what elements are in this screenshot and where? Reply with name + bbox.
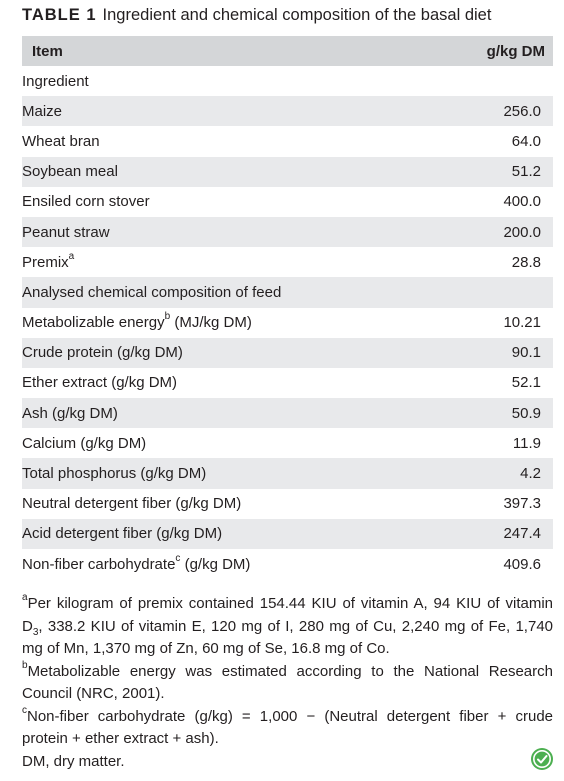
row-name: Premixa <box>22 247 439 277</box>
footnote-b-text: Metabolizable energy was estimated accor… <box>22 662 553 703</box>
table-row: Acid detergent fiber (g/kg DM) 247.4 <box>22 518 553 549</box>
row-name: Metabolizable energyb (MJ/kg DM) <box>22 308 439 338</box>
row-name-unit: (MJ/kg DM) <box>170 314 252 332</box>
table-row: Soybean meal 51.2 <box>22 156 553 187</box>
table-row: Peanut straw 200.0 <box>22 216 553 248</box>
table-row: Non-fiber carbohydratec (g/kg DM) 409.6 <box>22 549 553 579</box>
footnote-a-subscript: 3 <box>32 626 39 638</box>
row-value: 200.0 <box>438 216 553 248</box>
table-title: Ingredient and chemical composition of t… <box>102 6 492 24</box>
section-row-ingredient: Ingredient <box>22 66 553 96</box>
composition-table: Item g/kg DM Ingredient Maize 256.0 Whea… <box>22 36 553 579</box>
row-name: Ensiled corn stover <box>22 193 150 211</box>
row-name: Crude protein (g/kg DM) <box>22 337 439 368</box>
table-row: Neutral detergent fiber (g/kg DM) 397.3 <box>22 489 553 519</box>
footnote-a-text-1: Per kilogram of premix contained 154.44 … <box>22 595 553 635</box>
row-name: Soybean meal <box>22 156 439 187</box>
row-name: Total phosphorus (g/kg DM) <box>22 458 439 489</box>
row-name: Acid detergent fiber (g/kg DM) <box>22 518 439 549</box>
row-value: 400.0 <box>503 193 541 211</box>
row-name-text: Non-fiber carbohydrate <box>22 555 176 573</box>
footnote-mark-b: b <box>164 311 171 323</box>
row-name: Peanut straw <box>22 216 439 248</box>
leaf-check-icon[interactable] <box>530 747 554 771</box>
footnote-mark-a: a <box>68 250 75 262</box>
row-value: 397.3 <box>503 495 541 513</box>
row-value: 409.6 <box>503 555 541 573</box>
row-value: 11.9 <box>512 434 541 452</box>
section-ingredient-label: Ingredient <box>22 72 89 90</box>
table-footnotes: aPer kilogram of premix contained 154.44… <box>22 593 553 773</box>
table-row: Crude protein (g/kg DM) 90.1 <box>22 337 553 368</box>
row-name-text: Metabolizable energy <box>22 314 165 332</box>
header-item: Item <box>22 36 439 66</box>
row-name: Calcium (g/kg DM) <box>22 434 147 452</box>
row-value: 51.2 <box>438 156 553 187</box>
table-row: Ensiled corn stover 400.0 <box>22 187 553 217</box>
section-chemical-label: Analysed chemical composition of feed <box>22 277 553 308</box>
footnote-dm: DM, dry matter. <box>22 752 125 770</box>
footnote-b: bMetabolizable energy was estimated acco… <box>22 659 553 706</box>
table-row: Ash (g/kg DM) 50.9 <box>22 398 553 429</box>
row-name-unit: (g/kg DM) <box>180 555 251 573</box>
table-header-row: Item g/kg DM <box>22 36 553 66</box>
table-label: TABLE 1 <box>22 6 97 24</box>
footnote-a-text-2: , 338.2 KIU of vitamin E, 120 mg of I, 2… <box>22 617 553 658</box>
row-value: 256.0 <box>438 96 553 127</box>
table-row: Metabolizable energyb (MJ/kg DM) 10.21 <box>22 308 553 338</box>
table-row: Calcium (g/kg DM) 11.9 <box>22 428 553 458</box>
footnote-c: cNon-fiber carbohydrate (g/kg) = 1,000 −… <box>22 704 553 751</box>
row-name: Ash (g/kg DM) <box>22 398 439 429</box>
row-value: 52.1 <box>511 374 541 392</box>
row-value: 64.0 <box>511 132 541 150</box>
row-value: 50.9 <box>438 398 553 429</box>
row-name: Ether extract (g/kg DM) <box>22 374 178 392</box>
row-name: Maize <box>22 96 439 127</box>
footnote-b-mark: b <box>22 659 28 671</box>
footnote-a-mark: a <box>22 592 28 603</box>
section-row-chemical: Analysed chemical composition of feed <box>22 277 553 308</box>
row-name-text: Premix <box>22 253 69 271</box>
header-unit: g/kg DM <box>438 36 553 66</box>
row-name: Non-fiber carbohydratec (g/kg DM) <box>22 549 439 579</box>
table-row: Wheat bran 64.0 <box>22 126 553 156</box>
table-row: Premixa 28.8 <box>22 247 553 277</box>
footnote-c-mark: c <box>22 704 27 716</box>
footnote-a: aPer kilogram of premix contained 154.44… <box>22 593 553 661</box>
footnote-c-text: Non-fiber carbohydrate (g/kg) = 1,000 − … <box>22 707 553 748</box>
table-caption: TABLE 1 Ingredient and chemical compositi… <box>22 6 491 25</box>
row-value: 28.8 <box>511 253 541 271</box>
row-value: 247.4 <box>438 518 553 549</box>
table-row: Total phosphorus (g/kg DM) 4.2 <box>22 458 553 489</box>
table-row: Ether extract (g/kg DM) 52.1 <box>22 368 553 398</box>
row-name: Wheat bran <box>22 132 100 150</box>
footnote-mark-c: c <box>175 552 181 564</box>
table-row: Maize 256.0 <box>22 96 553 127</box>
row-value: 10.21 <box>503 314 541 332</box>
row-value: 4.2 <box>438 458 553 489</box>
row-value: 90.1 <box>438 337 553 368</box>
row-name: Neutral detergent fiber (g/kg DM) <box>22 495 242 513</box>
